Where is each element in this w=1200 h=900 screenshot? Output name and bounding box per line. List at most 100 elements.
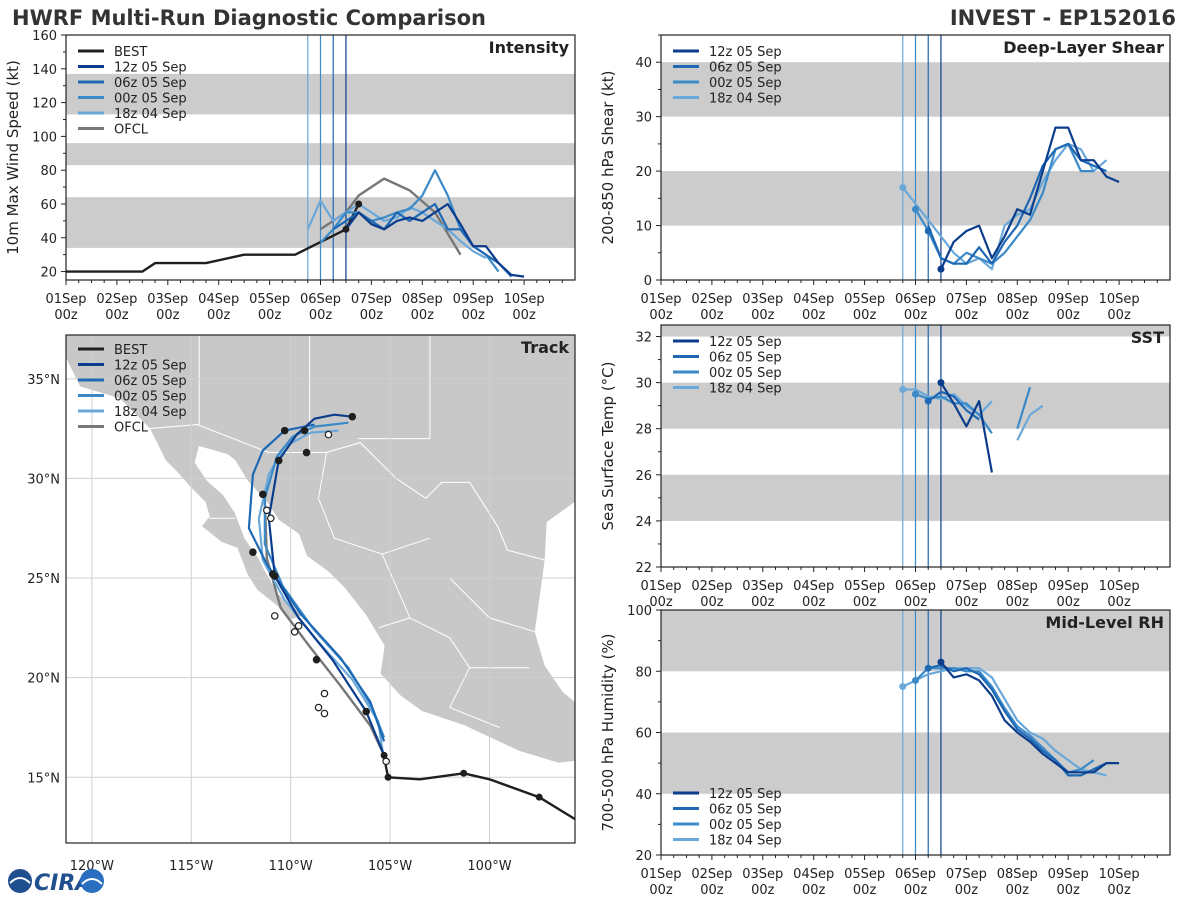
x-tick-label: 06Sep bbox=[895, 867, 936, 882]
x-tick-label: 04Sep bbox=[198, 292, 239, 307]
x-tick-label-hour: 00z bbox=[700, 308, 724, 323]
init-point bbox=[912, 676, 919, 684]
x-tick-label: 06Sep bbox=[300, 292, 341, 307]
land-mexico bbox=[148, 424, 575, 764]
track-point bbox=[320, 709, 329, 718]
track-point bbox=[268, 570, 277, 578]
lat-tick-label: 30°N bbox=[27, 472, 60, 487]
legend-label: 06z 05 Sep bbox=[114, 374, 187, 389]
x-tick-label-hour: 00z bbox=[649, 308, 673, 323]
y-tick-label: 120 bbox=[32, 97, 57, 112]
legend-label: 00z 05 Sep bbox=[114, 92, 187, 107]
legend-label: 12z 05 Sep bbox=[114, 359, 187, 374]
x-tick-label: 10Sep bbox=[1099, 292, 1140, 307]
y-tick-label: 160 bbox=[32, 29, 57, 44]
x-tick-label-hour: 00z bbox=[1006, 595, 1030, 610]
best-point bbox=[342, 225, 350, 233]
x-tick-label: 03Sep bbox=[742, 867, 783, 882]
series-line-0 bbox=[940, 126, 1120, 270]
track-point bbox=[362, 707, 371, 716]
x-tick-label: 09Sep bbox=[1048, 867, 1089, 882]
x-tick-label-hour: 00z bbox=[1107, 308, 1131, 323]
x-tick-label: 08Sep bbox=[402, 292, 443, 307]
lat-tick-label: 15°N bbox=[27, 771, 60, 786]
y-tick-label: 22 bbox=[635, 561, 652, 576]
x-tick-label-hour: 00z bbox=[904, 883, 928, 898]
y-tick-label: 10 bbox=[635, 220, 652, 235]
legend-label: 00z 05 Sep bbox=[709, 76, 782, 91]
figure-title: HWRF Multi-Run Diagnostic Comparison bbox=[12, 6, 487, 30]
legend-label: 18z 04 Sep bbox=[114, 405, 187, 420]
init-point bbox=[899, 183, 907, 191]
series-line-2-b bbox=[1016, 386, 1032, 430]
x-tick-label: 08Sep bbox=[997, 292, 1038, 307]
legend-label: 12z 05 Sep bbox=[709, 787, 782, 802]
best-point bbox=[355, 200, 363, 208]
state-border bbox=[449, 667, 500, 728]
y-tick-label: 80 bbox=[40, 164, 57, 179]
x-tick-label-hour: 00z bbox=[1006, 308, 1030, 323]
x-tick-label: 04Sep bbox=[793, 579, 834, 594]
legend-label: 18z 04 Sep bbox=[709, 834, 782, 849]
track-line-1 bbox=[247, 423, 386, 742]
x-tick-label: 08Sep bbox=[997, 867, 1038, 882]
legend-label: 06z 05 Sep bbox=[709, 61, 782, 76]
track-point bbox=[280, 426, 289, 435]
y-tick-label: 100 bbox=[32, 130, 57, 145]
init-point bbox=[912, 390, 919, 398]
state-border bbox=[409, 617, 530, 669]
x-tick-label-hour: 00z bbox=[411, 308, 435, 323]
series-line-3 bbox=[306, 199, 487, 259]
init-point bbox=[937, 379, 945, 387]
track-point bbox=[266, 514, 275, 523]
x-tick-label: 03Sep bbox=[147, 292, 188, 307]
panel-label: Track bbox=[521, 338, 569, 357]
x-tick-label: 02Sep bbox=[691, 579, 732, 594]
x-tick-label: 10Sep bbox=[1099, 867, 1140, 882]
init-point bbox=[937, 265, 945, 273]
lon-tick-label: 120°W bbox=[70, 859, 114, 874]
track-point bbox=[382, 757, 390, 766]
x-tick-label-hour: 00z bbox=[462, 308, 486, 323]
x-tick-label: 05Sep bbox=[249, 292, 290, 307]
x-tick-label-hour: 00z bbox=[258, 308, 282, 323]
x-tick-label: 07Sep bbox=[351, 292, 392, 307]
x-tick-label-hour: 00z bbox=[853, 595, 877, 610]
x-tick-label-hour: 00z bbox=[207, 308, 231, 323]
track-point bbox=[263, 506, 271, 515]
lon-tick-label: 105°W bbox=[368, 859, 412, 874]
x-tick-label: 06Sep bbox=[895, 579, 936, 594]
x-tick-label-hour: 00z bbox=[1057, 595, 1081, 610]
y-tick-label: 20 bbox=[40, 266, 57, 281]
track-line-3 bbox=[257, 429, 386, 762]
legend-label: 12z 05 Sep bbox=[709, 45, 782, 60]
legend-label: 06z 05 Sep bbox=[709, 803, 782, 818]
track-point bbox=[249, 548, 257, 556]
plot-frame bbox=[65, 334, 576, 844]
y-tick-label: 28 bbox=[635, 423, 652, 438]
panel-label: Deep-Layer Shear bbox=[1003, 38, 1164, 57]
x-tick-label-hour: 00z bbox=[853, 308, 877, 323]
lat-tick-label: 35°N bbox=[27, 373, 60, 388]
x-tick-label: 07Sep bbox=[946, 867, 987, 882]
init-point bbox=[899, 683, 907, 691]
track-point bbox=[300, 426, 309, 435]
x-tick-label: 08Sep bbox=[997, 579, 1038, 594]
x-tick-label: 01Sep bbox=[640, 292, 681, 307]
series-line-0 bbox=[940, 382, 993, 473]
init-point bbox=[937, 658, 945, 666]
legend-label: BEST bbox=[114, 45, 147, 60]
x-tick-label: 02Sep bbox=[691, 292, 732, 307]
x-tick-label: 02Sep bbox=[691, 867, 732, 882]
x-tick-label-hour: 00z bbox=[1107, 883, 1131, 898]
y-axis-label: Sea Surface Temp (°C) bbox=[599, 361, 617, 530]
y-tick-label: 40 bbox=[635, 56, 652, 71]
panel-label: Mid-Level RH bbox=[1045, 613, 1164, 632]
lat-tick-label: 20°N bbox=[27, 672, 60, 687]
init-point bbox=[899, 386, 907, 394]
x-tick-label-hour: 00z bbox=[649, 595, 673, 610]
legend-label: OFCL bbox=[114, 421, 149, 436]
x-tick-label-hour: 00z bbox=[156, 308, 180, 323]
series-line-3 bbox=[901, 142, 1108, 271]
series-line-0 bbox=[940, 661, 1120, 774]
